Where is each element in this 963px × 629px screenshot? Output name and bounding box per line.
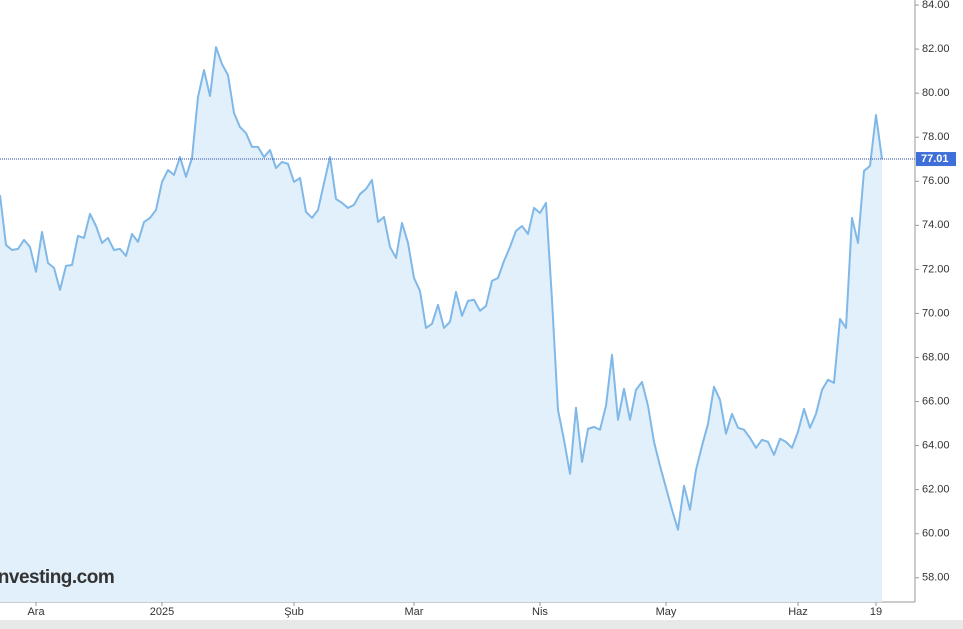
- y-tick-label: 74.00: [922, 219, 950, 231]
- y-tick-label: 70.00: [922, 307, 950, 319]
- y-tick-label: 64.00: [922, 440, 950, 452]
- watermark: Investing.com: [0, 567, 114, 588]
- x-tick-label: Şub: [284, 606, 304, 618]
- y-tick-label: 78.00: [922, 131, 950, 143]
- y-tick-label: 76.00: [922, 175, 950, 187]
- y-tick-label: 84.00: [922, 0, 950, 11]
- y-tick-label: 60.00: [922, 528, 950, 540]
- last-price-label: 77.01: [921, 153, 949, 165]
- y-tick-label: 62.00: [922, 484, 950, 496]
- x-tick-label: 19: [870, 606, 882, 618]
- x-tick-label: May: [656, 606, 677, 618]
- y-tick-label: 58.00: [922, 572, 950, 584]
- toolbar-strip: [0, 620, 963, 629]
- last-price-box: [916, 152, 956, 167]
- y-tick-label: 68.00: [922, 351, 950, 363]
- x-tick-label: Mar: [405, 606, 424, 618]
- y-tick-label: 82.00: [922, 43, 950, 55]
- x-tick-label: 2025: [150, 606, 174, 618]
- y-tick-label: 66.00: [922, 395, 950, 407]
- y-tick-label: 72.00: [922, 263, 950, 275]
- x-tick-label: Nis: [532, 606, 548, 618]
- price-line: [0, 46, 883, 531]
- x-tick-label: Haz: [788, 606, 808, 618]
- x-tick-label: Ara: [27, 606, 45, 618]
- y-tick-label: 80.00: [922, 87, 950, 99]
- area-fill: [0, 47, 882, 603]
